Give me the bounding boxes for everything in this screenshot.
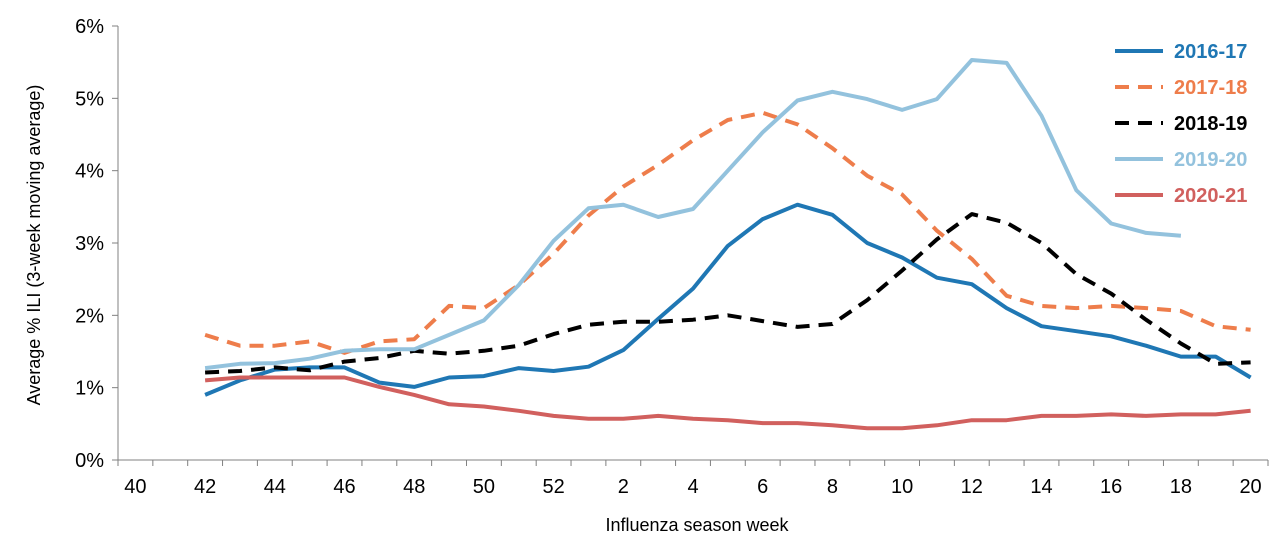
series-line-2020-21 [204,375,1251,431]
x-tick-label: 2 [618,476,629,498]
y-tick-label: 3% [75,233,104,255]
x-tick-label: 42 [194,476,216,498]
x-tick-label: 52 [542,476,564,498]
y-axis: 0% 1% 2% 3% 4% 5% 6% [75,16,119,472]
series-line-2016-17 [204,202,1252,397]
x-tick-label: 16 [1100,476,1122,498]
x-tick-label: 46 [333,476,355,498]
x-tick-label: 6 [757,476,768,498]
x-tick-label: 10 [891,476,913,498]
legend-label: 2017-18 [1174,77,1247,99]
x-tick-label: 50 [473,476,495,498]
y-tick-label: 1% [75,378,104,400]
x-axis: 40 42 44 46 48 50 52 2 4 6 8 10 12 14 16 18 20 [117,459,1269,498]
y-tick-label: 0% [75,450,104,472]
legend: 2016-17 2017-18 2018-19 2019-20 2020-21 [1115,41,1247,207]
series-line-2018-19 [205,212,1251,375]
legend-label: 2019-20 [1174,149,1247,171]
x-axis-label: Influenza season week [605,515,789,535]
series-line-2019-20 [204,58,1182,371]
x-tick-label: 20 [1239,476,1261,498]
legend-label: 2016-17 [1174,41,1247,63]
x-tick-label: 4 [687,476,698,498]
legend-label: 2018-19 [1174,113,1247,135]
legend-label: 2020-21 [1174,185,1247,207]
y-tick-label: 4% [75,161,104,183]
series-lines [204,58,1252,431]
x-tick-label: 12 [961,476,983,498]
y-tick-label: 5% [75,88,104,110]
y-axis-label: Average % ILI (3-week moving average) [24,85,44,406]
x-tick-label: 8 [827,476,838,498]
y-tick-label: 2% [75,305,104,327]
x-tick-label: 14 [1030,476,1052,498]
x-tick-label: 48 [403,476,425,498]
y-tick-label: 6% [75,16,104,38]
x-tick-label: 44 [264,476,286,498]
x-tick-label: 18 [1170,476,1192,498]
series-line-2017-18 [204,110,1251,355]
x-tick-label: 40 [124,476,146,498]
